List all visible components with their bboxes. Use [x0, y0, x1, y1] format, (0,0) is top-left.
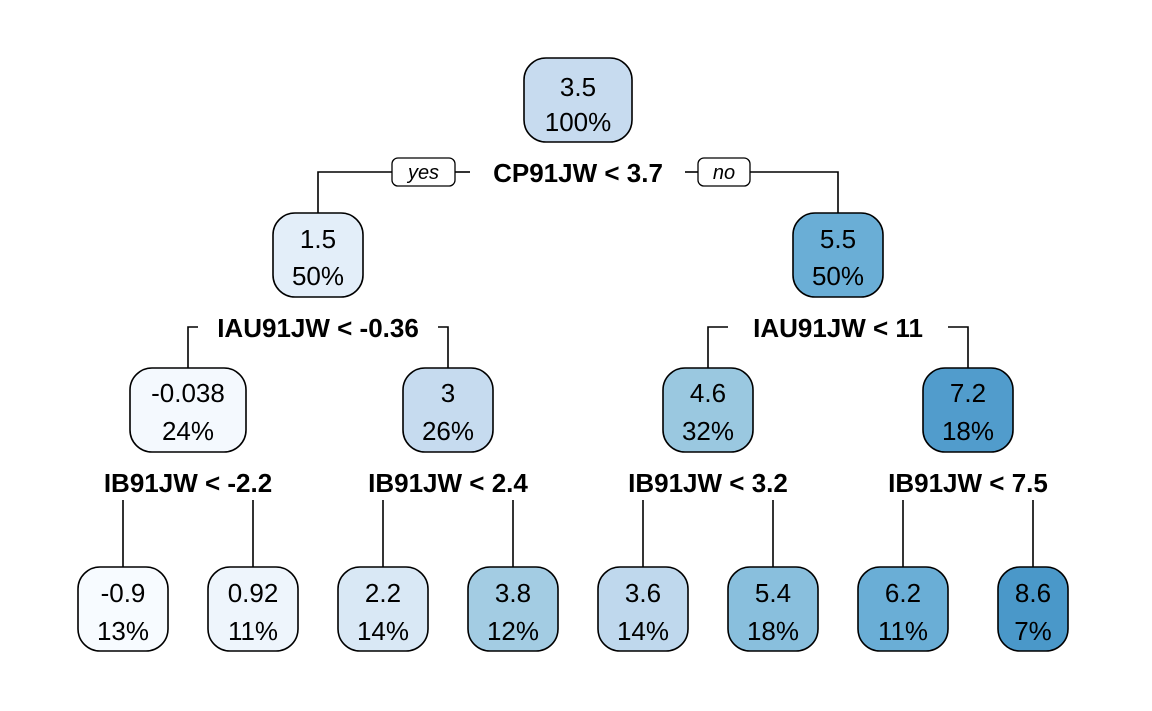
node-left: 1.5 50% [272, 212, 364, 298]
node-root-box [523, 57, 633, 143]
node-right-percent: 50% [812, 261, 864, 291]
leaf-5-percent: 14% [617, 616, 669, 646]
no-label: no [713, 162, 735, 184]
tree-edges [122, 171, 1034, 570]
leaf-7-percent: 11% [878, 616, 928, 646]
node-right-right-value: 7.2 [950, 378, 986, 408]
leaf-8-percent: 7% [1014, 616, 1052, 646]
no-label-box [697, 157, 751, 187]
leaf-4-percent: 12% [487, 616, 539, 646]
node-right-right: 7.2 18% [922, 367, 1014, 453]
node-left-percent: 50% [292, 261, 344, 291]
split-right-left-label: IB91JW < 3.2 [628, 468, 788, 498]
leaf-2-value: 0.92 [228, 578, 279, 608]
leaf-8-value: 8.6 [1015, 578, 1051, 608]
leaf-4: 3.8 12% [467, 566, 559, 652]
leaf-3-percent: 14% [357, 616, 409, 646]
edge-root-left [317, 171, 392, 220]
leaf-2-percent: 11% [228, 616, 278, 646]
leaf-7-value: 6.2 [885, 578, 921, 608]
leaf-3: 2.2 14% [337, 566, 429, 652]
node-left-right: 3 26% [402, 367, 494, 453]
leaf-2: 0.92 11% [207, 566, 299, 652]
node-left-left-box [129, 367, 247, 453]
split-left-left-label: IB91JW < -2.2 [104, 468, 272, 498]
node-right-right-percent: 18% [942, 416, 994, 446]
edge-right-left [707, 326, 728, 370]
node-root-percent: 100% [545, 107, 612, 137]
leaf-6-box [727, 566, 819, 652]
split-right-right-label: IB91JW < 7.5 [888, 468, 1048, 498]
node-root-value: 3.5 [560, 72, 596, 102]
leaf-3-box [337, 566, 429, 652]
node-left-left: -0.038 24% [129, 367, 247, 453]
edge-left-left [187, 326, 198, 370]
leaf-2-box [207, 566, 299, 652]
leaf-1: -0.9 13% [77, 566, 169, 652]
node-right-left-value: 4.6 [690, 378, 726, 408]
node-root: 3.5 100% [523, 57, 633, 143]
yes-label: yes [406, 162, 439, 184]
node-right: 5.5 50% [792, 212, 884, 298]
leaf-5: 3.6 14% [597, 566, 689, 652]
leaf-1-percent: 13% [97, 616, 149, 646]
split-root: yes CP91JW < 3.7 no [391, 157, 751, 188]
node-left-right-value: 3 [441, 378, 455, 408]
node-left-left-percent: 24% [162, 416, 214, 446]
leaf-8-box [997, 566, 1069, 652]
leaf-8: 8.6 7% [997, 566, 1069, 652]
split-root-label: CP91JW < 3.7 [493, 158, 663, 188]
yes-label-box [391, 157, 456, 187]
node-right-left-box [662, 367, 754, 453]
edge-left-right [438, 326, 449, 370]
edge-root-right [750, 171, 839, 220]
split-left-right-label: IB91JW < 2.4 [368, 468, 528, 498]
split-left-label: IAU91JW < -0.36 [217, 313, 419, 343]
leaf-4-value: 3.8 [495, 578, 531, 608]
leaf-6-percent: 18% [747, 616, 799, 646]
leaf-5-value: 3.6 [625, 578, 661, 608]
leaf-4-box [467, 566, 559, 652]
node-right-right-box [922, 367, 1014, 453]
leaf-7-box [857, 566, 949, 652]
leaf-7: 6.2 11% [857, 566, 949, 652]
node-right-box [792, 212, 884, 298]
node-right-value: 5.5 [820, 224, 856, 254]
leaf-6: 5.4 18% [727, 566, 819, 652]
split-right-label: IAU91JW < 11 [753, 313, 923, 343]
node-left-left-value: -0.038 [151, 378, 225, 408]
node-left-right-box [402, 367, 494, 453]
node-right-left-percent: 32% [682, 416, 734, 446]
node-left-value: 1.5 [300, 224, 336, 254]
edge-right-right [948, 326, 969, 370]
node-right-left: 4.6 32% [662, 367, 754, 453]
leaf-1-box [77, 566, 169, 652]
leaf-5-box [597, 566, 689, 652]
leaf-1-value: -0.9 [101, 578, 146, 608]
leaf-6-value: 5.4 [755, 578, 791, 608]
leaf-3-value: 2.2 [365, 578, 401, 608]
node-left-box [272, 212, 364, 298]
node-left-right-percent: 26% [422, 416, 474, 446]
